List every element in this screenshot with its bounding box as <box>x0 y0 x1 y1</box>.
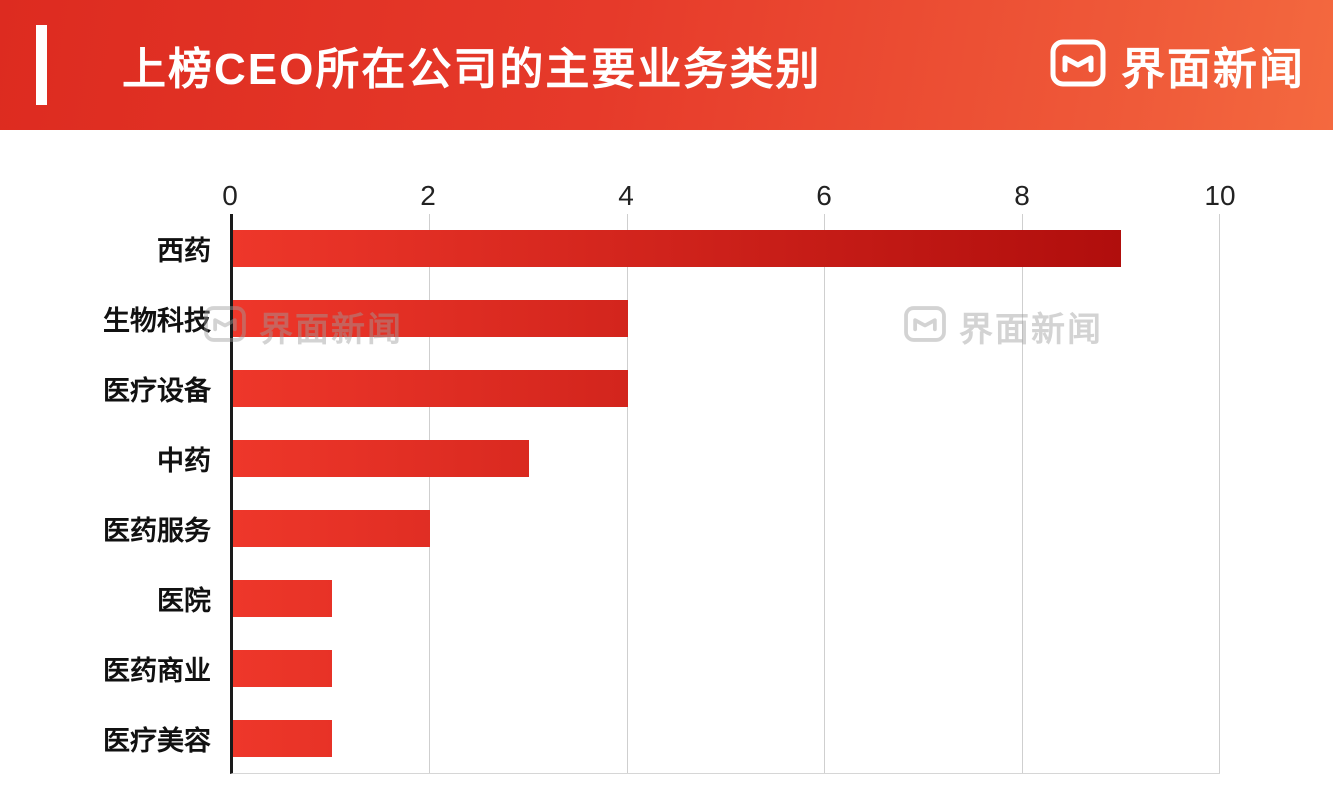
header-accent-bar <box>36 25 47 105</box>
bar-row: 医疗设备 <box>103 354 1220 424</box>
header-banner: 上榜CEO所在公司的主要业务类别 界面新闻 <box>0 0 1333 130</box>
category-label: 生物科技 <box>103 306 211 337</box>
x-tick-label: 10 <box>1204 180 1236 211</box>
brand-name: 界面新闻 <box>1121 45 1305 94</box>
gridline <box>1021 214 1023 773</box>
category-label: 医药服务 <box>103 515 211 546</box>
x-tick-label: 4 <box>618 180 634 211</box>
gridline <box>824 214 826 773</box>
page-title: 上榜CEO所在公司的主要业务类别 <box>122 45 822 94</box>
gridline <box>1219 214 1220 773</box>
category-label: 医疗美容 <box>103 725 211 756</box>
category-label: 医疗设备 <box>103 376 211 407</box>
bar-row: 生物科技 <box>103 284 1220 354</box>
bar-row: 西药 <box>157 214 1220 284</box>
bar <box>233 300 628 338</box>
category-label: 医药商业 <box>103 655 211 686</box>
jiemian-logo-icon <box>1049 34 1107 97</box>
bar-row: 医药商业 <box>103 633 1220 703</box>
bar-row: 医药服务 <box>103 494 1220 564</box>
bar <box>233 579 332 617</box>
x-axis-tick-row: 0 2 4 6 8 10 <box>222 180 1235 214</box>
x-tick-label: 8 <box>1014 180 1030 211</box>
bar <box>233 649 332 687</box>
category-label: 西药 <box>157 236 211 267</box>
bar <box>233 719 332 757</box>
brand-logo: 界面新闻 <box>1049 33 1305 97</box>
plot-area: 西药生物科技医疗设备中药医药服务医院医药商业医疗美容 <box>103 214 1220 774</box>
gridline <box>429 214 431 773</box>
x-tick-label: 6 <box>816 180 832 211</box>
bar-row: 中药 <box>157 424 1220 494</box>
bar-row: 医院 <box>157 563 1220 633</box>
bar <box>233 440 530 478</box>
category-label: 中药 <box>157 446 211 477</box>
bar-row: 医疗美容 <box>103 703 1220 773</box>
x-tick-label: 0 <box>222 180 238 211</box>
x-tick-label: 2 <box>420 180 436 211</box>
bar <box>233 509 431 547</box>
bar <box>233 370 628 408</box>
gridline <box>626 214 628 773</box>
category-label: 医院 <box>157 585 211 616</box>
bar <box>233 230 1122 268</box>
